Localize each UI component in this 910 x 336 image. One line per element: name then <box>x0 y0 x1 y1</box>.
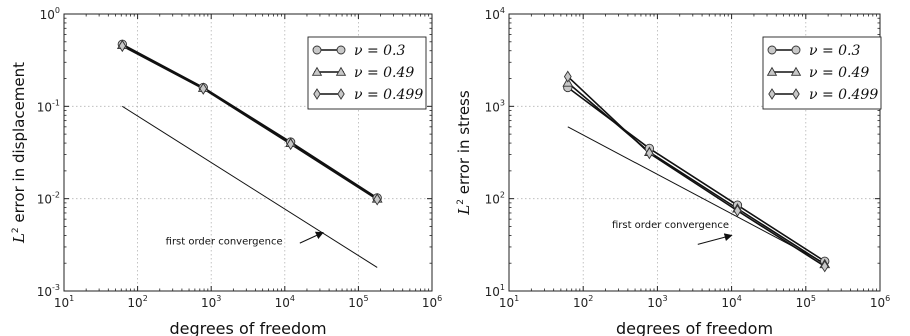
x-tick-label: 103 <box>647 294 667 310</box>
x-tick-label: 105 <box>348 294 368 310</box>
legend-label: ν = 0.49 <box>354 65 414 81</box>
x-tick-label: 104 <box>721 294 741 310</box>
data-point-series-3 <box>820 260 829 273</box>
legend-marker <box>791 45 801 55</box>
data-point-series-3 <box>373 193 382 206</box>
data-point-series-3 <box>118 39 127 53</box>
reference-slope-line <box>122 105 378 268</box>
legend-marker <box>335 66 347 76</box>
legend-label: ν = 0.3 <box>354 43 405 59</box>
y-tick-label: 102 <box>485 191 505 207</box>
legend-label: ν = 0.49 <box>809 65 869 81</box>
annotation-text: first order convergence <box>612 220 729 231</box>
legend-label: ν = 0.499 <box>809 87 878 103</box>
plot-frame <box>63 13 433 292</box>
legend-marker <box>790 66 802 76</box>
x-tick-label: 101 <box>499 294 519 310</box>
chart-panel-2: 101 102 103 104 105 106 101 102 103 104 first orde… <box>455 6 890 336</box>
legend-marker <box>767 45 777 55</box>
legend-box <box>762 36 882 110</box>
series-line-3 <box>567 75 826 268</box>
legend-marker <box>312 45 322 55</box>
legend-box <box>307 36 427 110</box>
x-tick-label: 102 <box>573 294 593 310</box>
annotation-arrow <box>299 231 324 244</box>
series-line-2 <box>567 82 826 265</box>
y-tick-label: 10-3 <box>37 283 60 299</box>
annotation-text: first order convergence <box>166 236 283 247</box>
data-point-series-3 <box>645 147 654 160</box>
legend-marker <box>768 88 776 100</box>
x-tick-label: 104 <box>275 294 295 310</box>
y-tick-label: 104 <box>485 6 505 22</box>
legend-marker <box>792 88 800 100</box>
data-point-series-3 <box>563 70 572 83</box>
legend: ν = 0.3 ν = 0.49 ν = 0.499 <box>307 36 427 110</box>
chart-panel-1: 101 102 103 104 105 106 10-3 10-2 10-1 100 first o… <box>10 6 442 336</box>
legend-marker <box>313 88 321 100</box>
legend-marker <box>311 66 323 76</box>
legend-marker <box>337 88 345 100</box>
y-tick-label: 10-2 <box>37 191 60 207</box>
y-tick-label: 10-1 <box>37 98 60 114</box>
legend-label: ν = 0.499 <box>354 87 423 103</box>
x-tick-label: 106 <box>870 294 890 310</box>
x-axis-label: degrees of freedom <box>616 319 773 336</box>
legend-marker <box>766 66 778 76</box>
legend: ν = 0.3 ν = 0.49 ν = 0.499 <box>762 36 882 110</box>
y-tick-label: 101 <box>485 283 505 299</box>
legend-marker <box>336 45 346 55</box>
data-point-series-3 <box>286 138 295 151</box>
reference-slope-line <box>567 126 825 264</box>
x-tick-label: 106 <box>422 294 442 310</box>
series-line-3 <box>121 45 378 201</box>
y-axis-label: L2 error in stress <box>455 90 473 216</box>
x-tick-label: 102 <box>127 294 147 310</box>
plot-frame <box>508 13 881 292</box>
data-point-series-3 <box>199 82 208 95</box>
x-tick-label: 101 <box>54 294 74 310</box>
data-point-series-3 <box>733 204 742 217</box>
annotation-arrow <box>697 233 733 245</box>
legend-label: ν = 0.3 <box>809 43 860 59</box>
y-tick-label: 100 <box>40 6 60 22</box>
y-axis-label: L2 error in displacement <box>10 62 28 244</box>
x-axis-label: degrees of freedom <box>169 319 326 336</box>
x-tick-label: 105 <box>796 294 816 310</box>
y-tick-label: 103 <box>485 98 505 114</box>
x-tick-label: 103 <box>201 294 221 310</box>
